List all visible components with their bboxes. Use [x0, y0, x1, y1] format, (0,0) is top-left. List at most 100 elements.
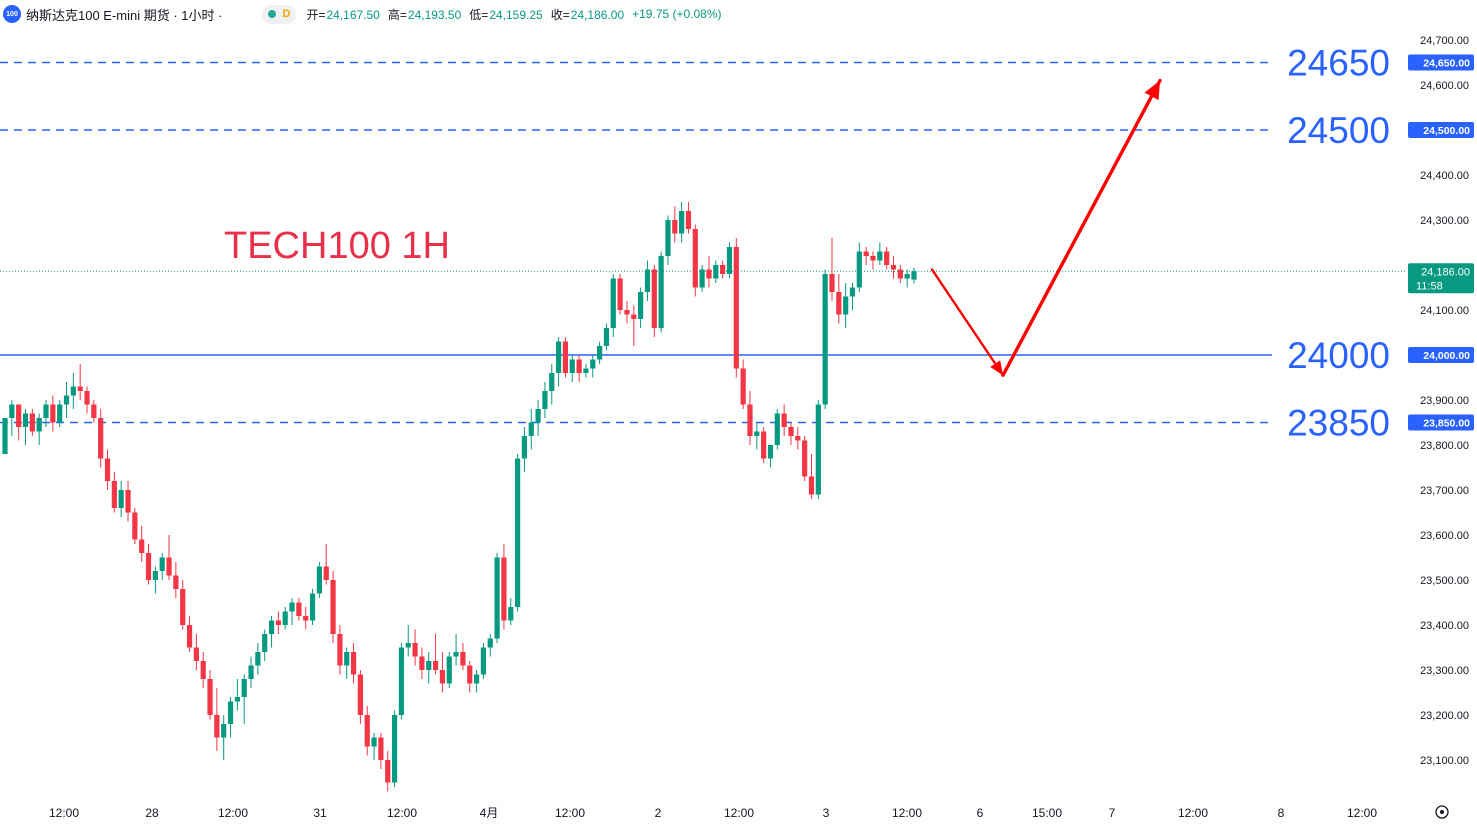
candle-body [508, 607, 514, 621]
candle-body [309, 593, 316, 621]
price-tick-label: 23,800.00 [1420, 440, 1469, 452]
candle [371, 733, 377, 760]
candle-body [262, 634, 268, 652]
candle [2, 418, 8, 454]
price-tick-label: 23,700.00 [1420, 485, 1469, 497]
candle [330, 571, 336, 643]
candle-body [91, 404, 97, 418]
candle [309, 589, 316, 625]
candle [446, 652, 452, 688]
candle-body [350, 652, 357, 675]
candle-body [357, 674, 363, 715]
candle [808, 454, 815, 499]
candle-body [884, 251, 890, 265]
candle-body [767, 445, 774, 459]
candle [398, 643, 405, 720]
time-tick-label: 12:00 [49, 806, 79, 820]
candle [159, 553, 165, 580]
candle-body [63, 395, 70, 405]
candle-body [849, 287, 856, 297]
candle-body [651, 269, 657, 328]
candle-body [453, 652, 459, 657]
candle [528, 409, 534, 450]
candle-body [84, 391, 90, 405]
candle [788, 422, 794, 445]
candle [9, 400, 15, 436]
candle-body [603, 328, 610, 346]
price-axis[interactable]: 24,700.00 24,600.00 24,400.00 24,300.00 24,1… [1405, 28, 1477, 800]
candle [542, 382, 548, 418]
candle [221, 715, 227, 760]
candle-body [754, 431, 760, 436]
candle [268, 616, 275, 648]
candle-body [323, 566, 329, 580]
candle [350, 643, 357, 684]
candle-body [98, 418, 104, 459]
candle-body [679, 211, 685, 234]
level-big-label: 24000 [1287, 335, 1390, 376]
candle [521, 427, 528, 472]
candle-body [843, 296, 849, 315]
candle [426, 652, 432, 684]
candle [104, 449, 111, 490]
candle-body [494, 557, 500, 639]
current-price-label: 24,186.00 [1421, 266, 1470, 278]
candle [501, 544, 507, 630]
candle-body [207, 679, 213, 715]
level-big-label: 24500 [1287, 110, 1390, 151]
candle-body [836, 292, 842, 315]
candle-body [50, 404, 56, 423]
candle [412, 629, 418, 666]
ohlc-high: 高=24,193.50 [387, 7, 462, 22]
candle-body [426, 661, 432, 670]
price-axis-bg [1405, 28, 1477, 800]
candle-body [542, 391, 548, 409]
candle-body [432, 661, 439, 670]
candle [173, 562, 179, 598]
candle-body [460, 652, 466, 666]
candle [344, 647, 350, 679]
time-tick-label: 8 [1278, 806, 1285, 820]
candle [644, 260, 651, 301]
candle [849, 283, 856, 310]
symbol-logo-icon[interactable]: 100 [3, 5, 21, 23]
candle [432, 634, 439, 675]
candle-body [829, 274, 835, 292]
current-price-badge [1408, 263, 1474, 294]
level-lines: 24650 24500 24000 23850 [0, 43, 1405, 444]
candle-body [282, 611, 288, 625]
candle [583, 364, 589, 378]
candle [453, 634, 459, 666]
candle [699, 265, 705, 292]
time-axis[interactable]: 12:00 28 12:00 31 12:00 4月 12:00 2 12:00 3 12:00 6 1… [49, 806, 1377, 820]
candle-body [699, 269, 705, 288]
candle-body [665, 220, 671, 256]
candle [836, 274, 842, 324]
symbol-title[interactable]: 纳斯达克100 E-mini 期货 · 1小时 · [26, 7, 223, 23]
candle [781, 404, 787, 436]
candle [597, 341, 603, 364]
candle [706, 256, 712, 288]
market-status-pill[interactable]: D [262, 4, 297, 24]
candle [70, 373, 76, 409]
time-tick-label: 15:00 [1032, 806, 1062, 820]
level-big-label: 24650 [1287, 43, 1390, 84]
candle-body [795, 436, 801, 441]
forecast-arrow-head [1144, 80, 1160, 101]
candle [535, 400, 541, 436]
forecast-arrow-line [1001, 78, 1162, 377]
candle [166, 535, 172, 580]
settings-icon[interactable] [1435, 805, 1449, 819]
candle-body [2, 418, 8, 454]
candle [337, 625, 343, 675]
candle [152, 566, 158, 594]
price-tick-label: 23,500.00 [1420, 575, 1469, 587]
candle-body [405, 643, 411, 648]
candle-body [371, 737, 377, 747]
candle-body [890, 265, 897, 270]
candle-body [761, 431, 767, 459]
candle-body [16, 404, 22, 427]
candle-body [556, 341, 562, 373]
candle-body [528, 422, 534, 436]
